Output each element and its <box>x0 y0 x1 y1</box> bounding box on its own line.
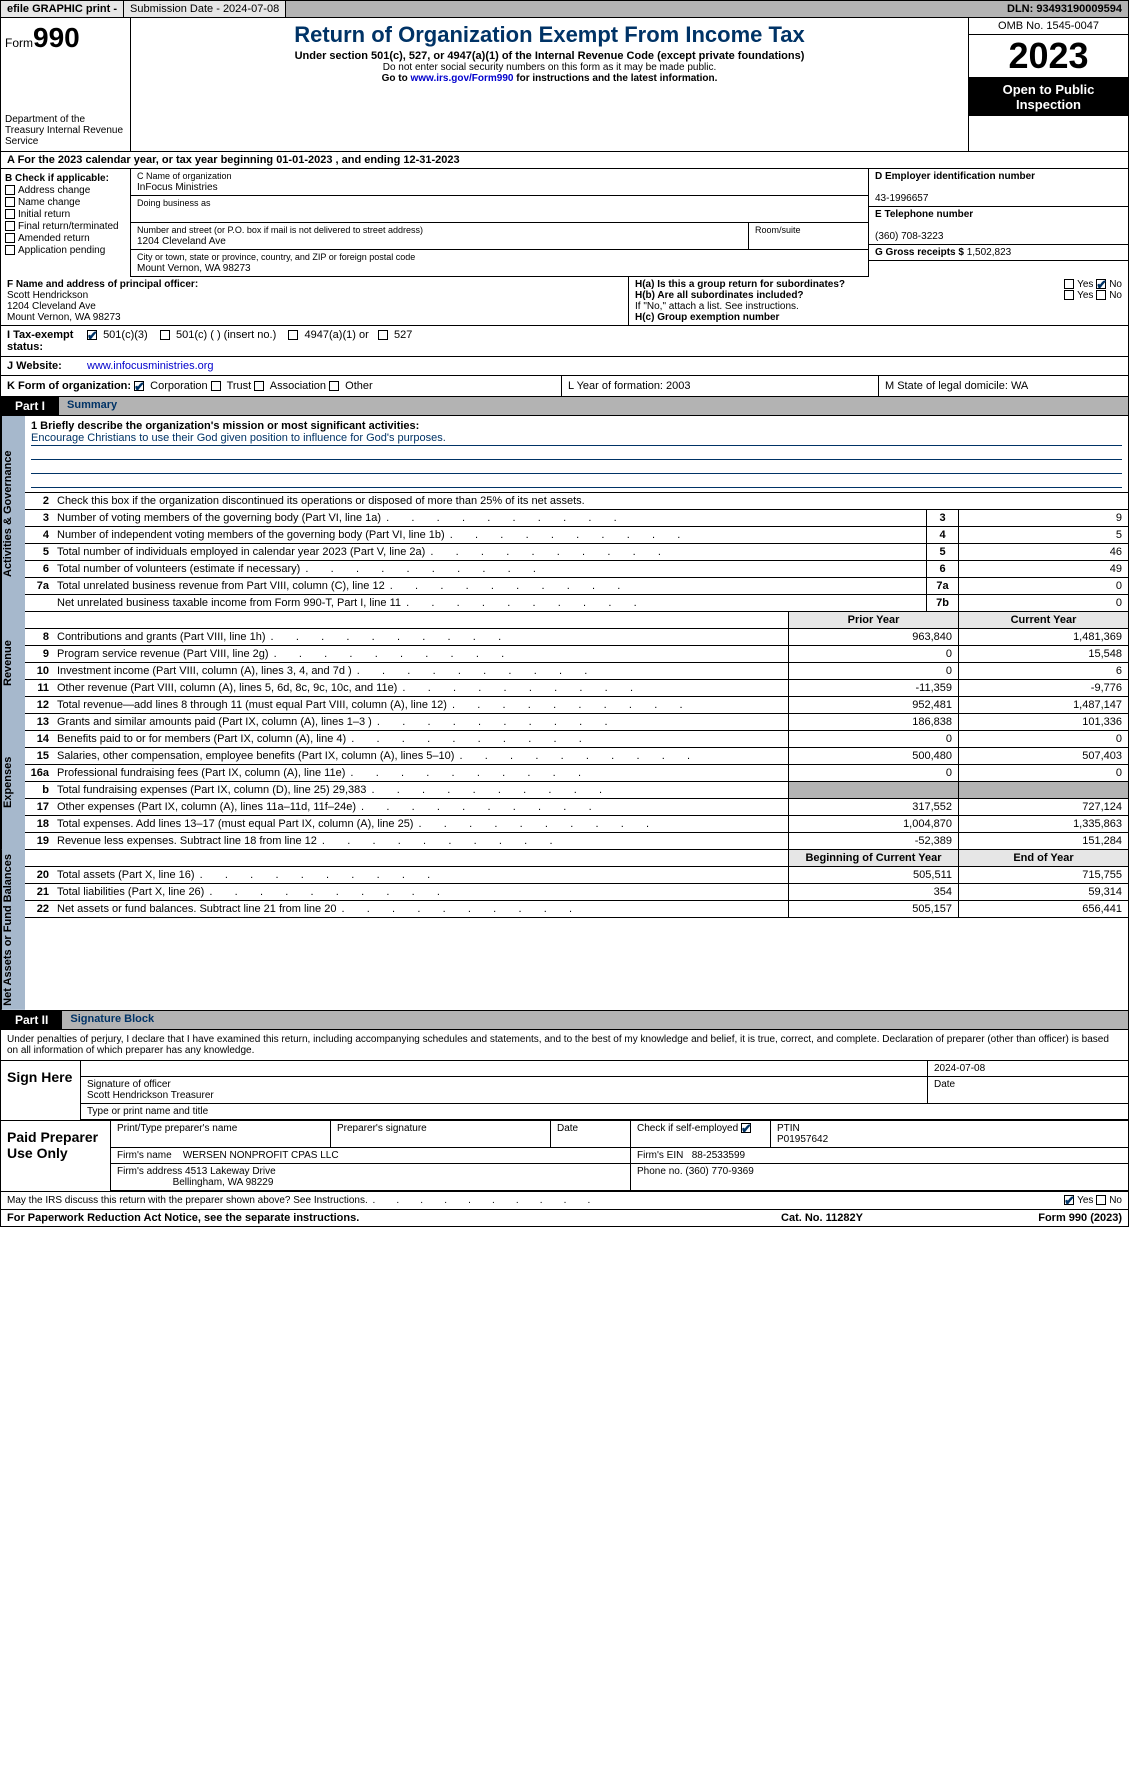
vtab-governance: Activities & Governance <box>1 416 25 612</box>
open-inspection: Open to Public Inspection <box>969 78 1128 116</box>
sign-here-label: Sign Here <box>1 1061 81 1120</box>
table-row: 14Benefits paid to or for members (Part … <box>25 731 1128 748</box>
top-toolbar: efile GRAPHIC print - Submission Date - … <box>0 0 1129 18</box>
table-row: 11Other revenue (Part VIII, column (A), … <box>25 680 1128 697</box>
table-row: Net unrelated business taxable income fr… <box>25 595 1128 612</box>
table-row: 5Total number of individuals employed in… <box>25 544 1128 561</box>
year-formation: L Year of formation: 2003 <box>561 376 878 396</box>
table-row: bTotal fundraising expenses (Part IX, co… <box>25 782 1128 799</box>
part1-header: Part I Summary <box>0 397 1129 416</box>
box-d-ein: D Employer identification number43-19966… <box>869 169 1128 207</box>
dept-label: Department of the Treasury Internal Reve… <box>5 114 126 147</box>
perjury-statement: Under penalties of perjury, I declare th… <box>1 1030 1128 1061</box>
table-row: 22Net assets or fund balances. Subtract … <box>25 901 1128 918</box>
state-domicile: M State of legal domicile: WA <box>878 376 1128 396</box>
form-title: Return of Organization Exempt From Incom… <box>135 22 964 48</box>
vtab-expenses: Expenses <box>1 714 25 850</box>
submission-date: Submission Date - 2024-07-08 <box>124 1 286 17</box>
table-row: 9Program service revenue (Part VIII, lin… <box>25 646 1128 663</box>
row-a-taxyear: A For the 2023 calendar year, or tax yea… <box>0 152 1129 169</box>
tax-exempt-label: I Tax-exempt status: <box>1 326 81 356</box>
mission-block: 1 Briefly describe the organization's mi… <box>25 416 1128 493</box>
box-c: C Name of organizationInFocus Ministries… <box>131 169 868 277</box>
paid-preparer-label: Paid Preparer Use Only <box>1 1121 111 1191</box>
table-row: 10Investment income (Part VIII, column (… <box>25 663 1128 680</box>
box-g-receipts: G Gross receipts $ 1,502,823 <box>869 245 1128 261</box>
form-header: Form990 Department of the Treasury Inter… <box>0 18 1129 152</box>
table-row: 19Revenue less expenses. Subtract line 1… <box>25 833 1128 850</box>
box-e-phone: E Telephone number(360) 708-3223 <box>869 207 1128 245</box>
dln: DLN: 93493190009594 <box>1001 1 1128 17</box>
page-footer: For Paperwork Reduction Act Notice, see … <box>0 1210 1129 1227</box>
table-row: 12Total revenue—add lines 8 through 11 (… <box>25 697 1128 714</box>
form-of-org: K Form of organization: Corporation Trus… <box>1 376 561 396</box>
table-row: 20Total assets (Part X, line 16)505,5117… <box>25 867 1128 884</box>
table-row: 7aTotal unrelated business revenue from … <box>25 578 1128 595</box>
website-link[interactable]: www.infocusministries.org <box>87 360 214 372</box>
table-row: 13Grants and similar amounts paid (Part … <box>25 714 1128 731</box>
table-row: 17Other expenses (Part IX, column (A), l… <box>25 799 1128 816</box>
table-row: 21Total liabilities (Part X, line 26)354… <box>25 884 1128 901</box>
omb-number: OMB No. 1545-0047 <box>969 18 1128 35</box>
table-row: 16aProfessional fundraising fees (Part I… <box>25 765 1128 782</box>
table-row: 8Contributions and grants (Part VIII, li… <box>25 629 1128 646</box>
discuss-row: May the IRS discuss this return with the… <box>1 1191 1128 1209</box>
table-row: 6Total number of volunteers (estimate if… <box>25 561 1128 578</box>
box-b: B Check if applicable: Address change Na… <box>1 169 131 277</box>
table-row: 3Number of voting members of the governi… <box>25 510 1128 527</box>
irs-link[interactable]: www.irs.gov/Form990 <box>410 73 513 84</box>
tax-exempt-opts: 501(c)(3) 501(c) ( ) (insert no.) 4947(a… <box>81 326 641 356</box>
efile-label: efile GRAPHIC print - <box>1 1 124 17</box>
box-h: H(a) Is this a group return for subordin… <box>628 277 1128 325</box>
box-f-officer: F Name and address of principal officer:… <box>1 277 628 325</box>
table-row: 18Total expenses. Add lines 13–17 (must … <box>25 816 1128 833</box>
vtab-revenue: Revenue <box>1 612 25 714</box>
table-row: 15Salaries, other compensation, employee… <box>25 748 1128 765</box>
tax-year: 2023 <box>969 35 1128 78</box>
part2-header: Part II Signature Block <box>0 1011 1129 1030</box>
vtab-balances: Net Assets or Fund Balances <box>1 850 25 1010</box>
table-row: 4Number of independent voting members of… <box>25 527 1128 544</box>
